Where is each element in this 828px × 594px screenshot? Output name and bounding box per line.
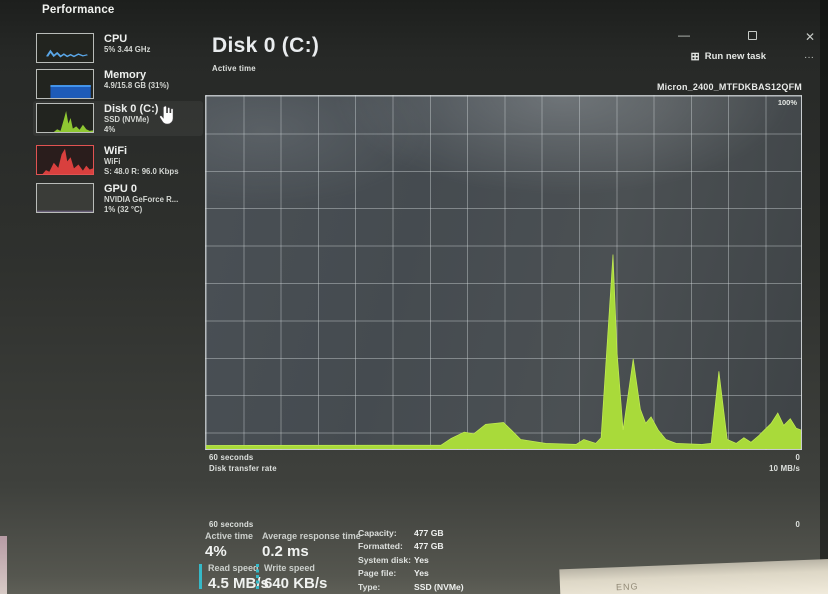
capacity-label: Capacity: [358, 528, 397, 538]
active-time-series [206, 96, 801, 449]
wifi-title: WiFi [104, 145, 128, 157]
page-title: Performance [42, 4, 115, 16]
avg-response-stat-value: 0.2 ms [262, 543, 309, 560]
wifi-adapter: WiFi [104, 157, 121, 166]
active-time-chart[interactable]: 100% [205, 95, 802, 450]
run-new-task-button[interactable]: ⊞ Run new task [691, 50, 766, 63]
gpu-title: GPU 0 [104, 183, 138, 195]
monitor-bezel-edge [0, 536, 7, 594]
disk-page-title: Disk 0 (C:) [212, 34, 320, 57]
system-disk-label: System disk: [358, 554, 412, 565]
write-speed-value: 640 KB/s [264, 575, 328, 592]
transfer-chart-label: Disk transfer rate [209, 464, 277, 473]
detail-row: Page file: Yes [358, 567, 464, 580]
avg-response-stat-label: Average response time [262, 531, 361, 541]
read-speed-value: 4.5 MB/s [208, 575, 269, 592]
memory-usage: 4.9/15.8 GB (31%) [104, 81, 170, 90]
transfer-min-label: 0 [795, 520, 800, 529]
type-value: SSD (NVMe) [414, 581, 464, 592]
detail-row: Type: SSD (NVMe) [358, 581, 464, 594]
page-file-value: Yes [414, 568, 429, 579]
capacity-value: 477 GB [414, 528, 444, 538]
transfer-xlabel: 60 seconds [209, 520, 254, 529]
hand-cursor-icon [159, 105, 174, 125]
memory-thumbnail-icon [36, 69, 94, 99]
sidebar-item-memory[interactable]: Memory 4.9/15.8 GB (31%) [33, 67, 203, 101]
sidebar-item-wifi[interactable]: WiFi WiFi S: 48.0 R: 96.0 Kbps [33, 143, 203, 178]
detail-row: Capacity: 477 GB [358, 527, 464, 540]
disk-type: SSD (NVMe) [104, 115, 150, 124]
wifi-rates: S: 48.0 R: 96.0 Kbps [104, 166, 179, 176]
formatted-label: Formatted: [358, 541, 403, 552]
sidebar-item-cpu[interactable]: CPU 5% 3.44 GHz [33, 31, 203, 65]
gpu-name: NVIDIA GeForce R... [104, 195, 179, 204]
cpu-usage: 5% 3.44 GHz [104, 45, 151, 54]
close-button[interactable]: ✕ [805, 30, 816, 44]
wifi-thumbnail-icon [36, 145, 94, 175]
taskbar-language-label: ENG [615, 581, 639, 593]
write-speed-bar-icon [256, 564, 259, 589]
active-time-min-label: 0 [795, 453, 800, 462]
active-time-chart-label: Active time [212, 64, 256, 73]
disk-thumbnail-icon [36, 103, 94, 133]
run-new-task-icon: ⊞ [690, 51, 700, 63]
disk-title: Disk 0 (C:) [104, 103, 159, 115]
type-label: Type: [358, 581, 381, 592]
read-speed-label: Read speed [208, 563, 259, 573]
run-new-task-label: Run new task [704, 51, 766, 62]
gpu-usage: 1% (32 °C) [104, 204, 143, 214]
overexposed-taskbar: ENG [559, 558, 828, 594]
sidebar-item-gpu[interactable]: GPU 0 NVIDIA GeForce R... 1% (32 °C) [33, 181, 203, 216]
cpu-title: CPU [104, 33, 128, 45]
disk-usage: 4% [104, 124, 116, 134]
detail-row: Formatted: 477 GB [358, 540, 464, 553]
active-time-xlabel: 60 seconds [209, 453, 254, 462]
maximize-icon[interactable] [748, 31, 757, 40]
read-speed-bar-icon [199, 564, 202, 589]
disk-details-list: Capacity: 477 GB Formatted: 477 GB Syste… [358, 527, 464, 594]
screen-edge-shadow [820, 0, 828, 594]
detail-row: System disk: Yes [358, 554, 464, 567]
active-time-max-label: 100% [777, 98, 797, 107]
active-time-stat-value: 4% [205, 543, 227, 560]
more-options-button[interactable]: ··· [804, 52, 814, 63]
formatted-value: 477 GB [414, 541, 444, 552]
sidebar-item-disk0[interactable]: Disk 0 (C:) SSD (NVMe) 4% [33, 101, 203, 136]
memory-title: Memory [104, 69, 147, 81]
cpu-thumbnail-icon [36, 33, 94, 63]
active-time-stat-label: Active time [205, 531, 254, 541]
minimize-button[interactable]: — [678, 28, 690, 42]
system-disk-value: Yes [414, 554, 429, 565]
page-file-label: Page file: [358, 568, 397, 579]
gpu-thumbnail-icon [36, 183, 94, 213]
write-speed-label: Write speed [264, 563, 315, 573]
disk-model-label: Micron_2400_MTFDKBAS12QFM [656, 82, 802, 92]
transfer-max-label: 10 MB/s [769, 464, 800, 473]
